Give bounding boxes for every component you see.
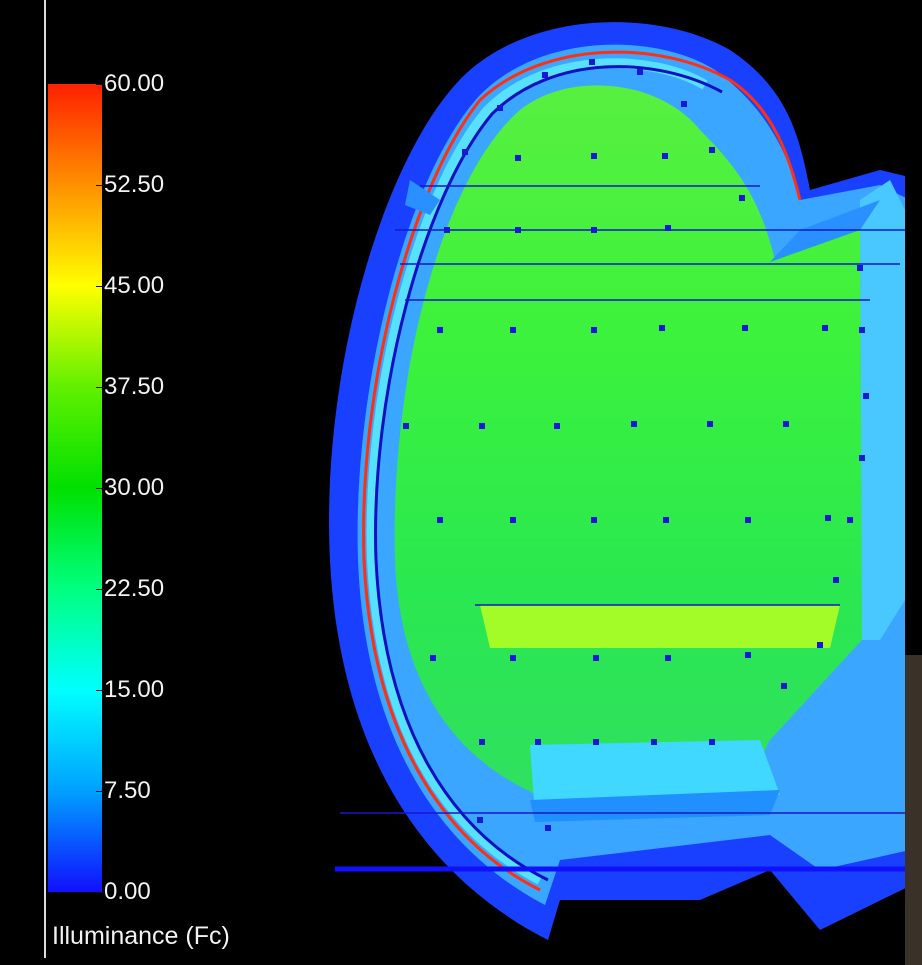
fixture-dot <box>857 265 863 271</box>
fixture-dot <box>745 517 751 523</box>
fixture-dot <box>591 153 597 159</box>
fixture-dot <box>859 455 865 461</box>
fixture-dot <box>515 227 521 233</box>
cyan-ring <box>366 58 708 885</box>
scale-tick-label: 52.50 <box>104 171 165 198</box>
fixture-points <box>403 59 869 831</box>
scale-tick-label: 7.50 <box>104 777 151 804</box>
fixture-dot <box>742 325 748 331</box>
fixture-dot <box>847 517 853 523</box>
scale-tick-mark <box>96 84 104 85</box>
fixture-dot <box>591 227 597 233</box>
fixture-dot <box>542 72 548 78</box>
scale-tick-label: 30.00 <box>104 474 165 501</box>
scale-tick-mark <box>96 791 104 792</box>
fixture-dot <box>833 577 839 583</box>
fixture-dot <box>817 642 823 648</box>
fixture-dot <box>403 423 409 429</box>
fixture-dot <box>510 655 516 661</box>
scale-tick-label: 37.50 <box>104 373 165 400</box>
scale-tick-label: 22.50 <box>104 575 165 602</box>
fixture-dot <box>783 421 789 427</box>
fixture-dot <box>510 327 516 333</box>
fixture-dot <box>665 225 671 231</box>
floor-grid-lines <box>340 185 905 814</box>
fixture-dot <box>859 327 865 333</box>
scale-tick-mark <box>96 387 104 388</box>
fixture-dot <box>822 325 828 331</box>
fixture-dot <box>479 423 485 429</box>
fixture-dot <box>444 227 450 233</box>
blue-edge-line <box>374 65 723 882</box>
fixture-dot <box>663 517 669 523</box>
fixture-dot <box>554 423 560 429</box>
fixture-dot <box>825 515 831 521</box>
scale-tick-label: 60.00 <box>104 70 165 97</box>
legend-title: Illuminance (Fc) <box>52 922 230 950</box>
fixture-dot <box>497 105 503 111</box>
fixture-dot <box>535 739 541 745</box>
legend-divider <box>44 0 46 958</box>
fixture-dot <box>437 517 443 523</box>
fixture-dot <box>479 739 485 745</box>
fixture-dot <box>863 393 869 399</box>
fixture-dot <box>430 655 436 661</box>
fixture-dot <box>545 825 551 831</box>
fixture-dot <box>631 421 637 427</box>
fixture-dot <box>659 325 665 331</box>
scale-tick-mark <box>96 892 104 893</box>
fixture-dot <box>510 517 516 523</box>
side-panel <box>905 655 922 965</box>
fixture-dot <box>593 739 599 745</box>
fixture-dot <box>651 739 657 745</box>
scale-tick-label: 45.00 <box>104 272 165 299</box>
lower-stage-edge <box>530 790 780 822</box>
scale-tick-mark <box>96 185 104 186</box>
fixture-dot <box>665 655 671 661</box>
fixture-dot <box>437 327 443 333</box>
venue-model <box>329 22 905 940</box>
fixture-dot <box>745 652 751 658</box>
fixture-dot <box>707 421 713 427</box>
right-wall <box>860 180 905 640</box>
notch-wedge <box>770 200 880 262</box>
scale-tick-label: 15.00 <box>104 676 165 703</box>
fixture-dot <box>637 69 643 75</box>
fixture-dot <box>477 817 483 823</box>
fixture-dot <box>515 155 521 161</box>
scale-tick-mark <box>96 488 104 489</box>
fixture-dot <box>709 147 715 153</box>
legend-panel: 60.00 52.50 45.00 37.50 30.00 22.50 15.00 7.50 0… <box>0 0 330 965</box>
fixture-dot <box>593 655 599 661</box>
left-wedge <box>405 180 440 215</box>
fixture-dot <box>739 195 745 201</box>
fixture-dot <box>781 683 787 689</box>
bright-band <box>480 605 840 648</box>
color-scale-bar <box>48 84 102 892</box>
scale-tick-mark <box>96 690 104 691</box>
scale-tick-label: 0.00 <box>104 878 151 905</box>
fixture-dot <box>681 101 687 107</box>
scale-tick-mark <box>96 286 104 287</box>
scale-tick-mark <box>96 589 104 590</box>
fixture-dot <box>462 149 468 155</box>
fixture-dot <box>591 327 597 333</box>
fixture-dot <box>591 517 597 523</box>
fixture-dot <box>662 153 668 159</box>
fixture-dot <box>589 59 595 65</box>
red-edge-line <box>362 50 802 892</box>
fixture-dot <box>709 739 715 745</box>
